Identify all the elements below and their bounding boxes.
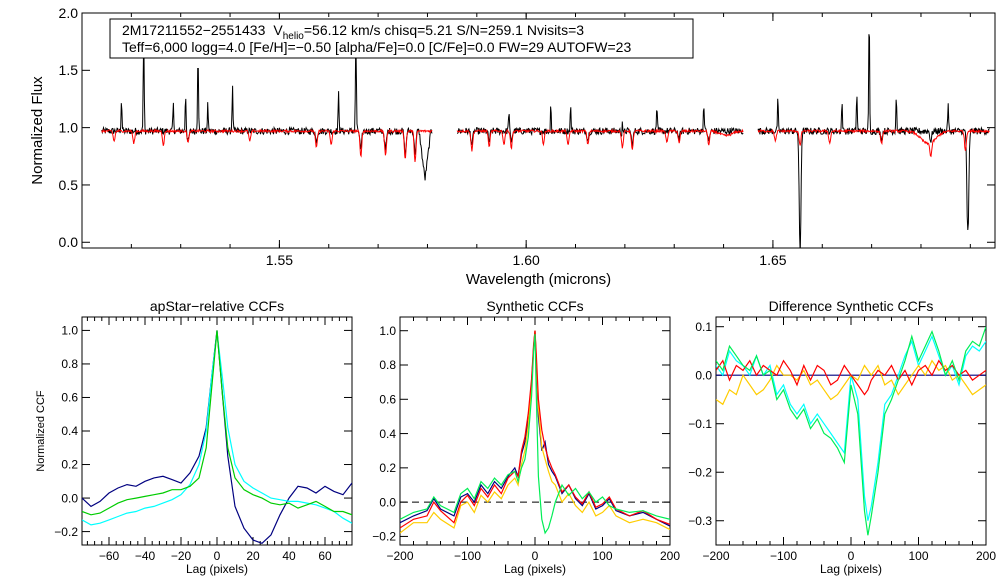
- y-tick-label: 0.2: [61, 458, 78, 472]
- legend-line-1-rest: =56.12 km/s chisq=5.21 S/N=259.1 Nvisits…: [304, 22, 584, 38]
- x-tick-label: 1.55: [266, 252, 293, 268]
- y-tick-label: 0.8: [61, 357, 78, 371]
- y-tick-label: 0.6: [61, 391, 78, 405]
- x-tick-label: 200: [660, 549, 680, 563]
- x-tick-label: 0: [214, 549, 221, 563]
- y-tick-label: −0.2: [54, 525, 78, 539]
- x-tick-label: 0: [532, 549, 539, 563]
- x-tick-label: −60: [99, 549, 120, 563]
- synthetic-spectrum-line: [101, 128, 433, 163]
- observed-spectrum-line: [456, 106, 744, 149]
- legend-box: [109, 18, 694, 59]
- y-axis-label: Normalized Flux: [29, 76, 46, 185]
- y-tick-label: −0.2: [688, 465, 712, 479]
- series-line-visit-4: [716, 326, 986, 536]
- x-tick-label: 60: [318, 549, 332, 563]
- y-tick-label: 0.0: [59, 234, 79, 250]
- y-tick-label: 0.2: [379, 461, 396, 475]
- legend-star-id: 2M17211552−2551433: [122, 22, 266, 38]
- series-line-combined: [82, 330, 352, 544]
- plot-area: [82, 330, 352, 544]
- legend-line-2: Teff=6,000 logg=4.0 [Fe/H]=−0.50 [alpha/…: [122, 39, 631, 55]
- y-tick-label: 1.5: [59, 62, 79, 78]
- plot-frame: [81, 12, 996, 249]
- y-tick-label: 1.0: [61, 324, 78, 338]
- series-line-visit-3: [716, 359, 986, 396]
- x-tick-label: 100: [908, 549, 928, 563]
- observed-spectrum-line: [757, 34, 990, 248]
- y-tick-label: 0.0: [61, 491, 78, 505]
- plot-frame: [81, 316, 353, 546]
- series-line-visit-1: [716, 334, 986, 521]
- spectrum-panel: 1.55 1.60 1.65 0.0 0.5 1.0 1.5 2.0 Wavelength (m…: [29, 5, 996, 288]
- chart-title: Difference Synthetic CCFs: [769, 298, 934, 314]
- series-line-visit-1: [82, 332, 352, 526]
- x-tick-label: −40: [135, 549, 156, 563]
- y-axis-label: Normalized CCF: [35, 390, 47, 472]
- legend-v-subscript: helio: [283, 31, 305, 42]
- synthetic-spectrum-line: [456, 128, 744, 152]
- x-tick-label: −200: [386, 549, 413, 563]
- x-tick-label: 100: [592, 549, 612, 563]
- plot-frame: [715, 316, 987, 546]
- x-tick-label: 20: [246, 549, 260, 563]
- x-tick-label: 0: [848, 549, 855, 563]
- y-tick-label: 0.6: [379, 392, 396, 406]
- y-tick-label: 1.0: [379, 324, 396, 338]
- x-tick-label: 200: [976, 549, 996, 563]
- y-tick-label: 0.0: [379, 495, 396, 509]
- x-axis-label: Lag (pixels): [186, 562, 248, 576]
- y-tick-label: −0.1: [688, 417, 712, 431]
- plot-area: [101, 30, 990, 248]
- x-tick-label: 1.65: [759, 252, 786, 268]
- difference-ccf-panel: −200 −100 0 100 200 −0.3 −0.2 −0.1 0.0 0.1 Differe…: [688, 298, 996, 576]
- series-line-visit-2: [82, 330, 352, 516]
- y-tick-label: 0.0: [695, 368, 712, 382]
- apstar-ccf-panel: −60 −40 −20 0 20 40 60 −0.2 0.0 0.2 0.4 0.6 0.8 1.0 ap…: [35, 298, 353, 576]
- series-line-visit-3: [400, 334, 670, 535]
- chart-title: apStar−relative CCFs: [150, 298, 284, 314]
- series-line-visit-2: [716, 359, 986, 406]
- y-tick-label: 0.5: [59, 177, 79, 193]
- y-tick-label: −0.2: [372, 530, 396, 544]
- y-tick-label: 0.4: [61, 424, 78, 438]
- x-tick-label: −200: [702, 549, 729, 563]
- x-tick-label: −100: [770, 549, 797, 563]
- x-tick-label: 40: [282, 549, 296, 563]
- legend-line-1: 2M17211552−2551433 Vhelio=56.12 km/s chis…: [122, 22, 584, 42]
- x-tick-label: −20: [171, 549, 192, 563]
- legend-v: V: [273, 22, 283, 38]
- y-tick-label: −0.3: [688, 514, 712, 528]
- y-tick-label: 1.0: [59, 120, 79, 136]
- chart-title: Synthetic CCFs: [486, 298, 583, 314]
- synthetic-spectrum-line: [757, 128, 990, 158]
- y-tick-label: 0.4: [379, 427, 396, 441]
- plot-area: [716, 326, 986, 536]
- y-tick-label: 2.0: [59, 5, 79, 21]
- y-tick-label: 0.1: [695, 320, 712, 334]
- plot-area: [400, 330, 670, 535]
- y-tick-label: 0.8: [379, 358, 396, 372]
- x-axis-label: Lag (pixels): [820, 562, 882, 576]
- x-tick-label: 1.60: [513, 252, 540, 268]
- x-axis-label: Lag (pixels): [504, 562, 566, 576]
- x-axis-label: Wavelength (microns): [466, 271, 611, 288]
- synthetic-ccf-panel: −200 −100 0 100 200 −0.2 0.0 0.2 0.4 0.6 0.8 1.0 Syn…: [372, 298, 680, 576]
- x-tick-label: −100: [454, 549, 481, 563]
